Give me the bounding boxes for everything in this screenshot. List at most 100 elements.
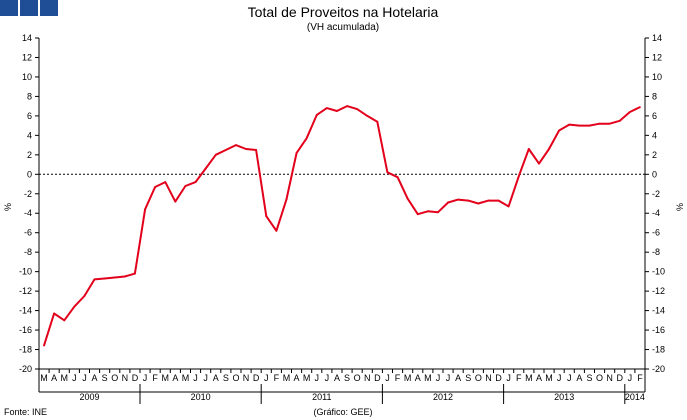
y-tick-label-right: -6 xyxy=(652,228,660,238)
source-note: Fonte: INE xyxy=(4,407,47,417)
data-point xyxy=(224,149,227,151)
data-point xyxy=(93,278,96,281)
y-tick-label-left: -18 xyxy=(19,345,32,355)
data-point xyxy=(123,275,126,278)
x-tick-label-month: S xyxy=(586,373,592,383)
x-tick-label-month: J xyxy=(203,373,208,383)
data-point xyxy=(618,119,621,122)
y-tick-label-right: -8 xyxy=(652,247,660,257)
x-tick-label-month: J xyxy=(325,373,330,383)
x-tick-label-month: A xyxy=(172,373,178,383)
data-point xyxy=(63,319,66,322)
x-tick-label-month: S xyxy=(344,373,350,383)
data-point xyxy=(83,295,86,297)
x-tick-label-month: J xyxy=(315,373,320,383)
data-point xyxy=(235,144,237,146)
x-tick-label-month: A xyxy=(536,373,542,383)
data-point xyxy=(53,312,56,315)
y-tick-label-left: -10 xyxy=(19,267,32,277)
data-point xyxy=(548,148,550,150)
data-point xyxy=(386,171,389,174)
data-point xyxy=(447,201,449,204)
x-tick-label-month: D xyxy=(374,373,381,383)
x-tick-label-month: M xyxy=(40,373,48,383)
logo-block xyxy=(20,0,38,16)
x-tick-label-month: M xyxy=(545,373,553,383)
y-axis-label-left: % xyxy=(3,203,13,211)
x-tick-label-month: M xyxy=(404,373,412,383)
data-point xyxy=(406,197,409,200)
logo-block xyxy=(0,0,18,16)
data-point xyxy=(336,110,338,112)
y-tick-label-right: 6 xyxy=(652,111,657,121)
data-point xyxy=(598,122,601,125)
data-point xyxy=(588,124,591,127)
x-tick-label-month: A xyxy=(455,373,461,383)
x-tick-label-month: D xyxy=(253,373,260,383)
data-point xyxy=(527,148,530,150)
data-point xyxy=(113,276,116,279)
x-tick-label-month: O xyxy=(354,373,361,383)
y-tick-label-left: -6 xyxy=(24,228,32,238)
x-tick-label-month: J xyxy=(193,373,198,383)
x-tick-label-month: O xyxy=(596,373,603,383)
x-tick-label-month: A xyxy=(415,373,421,383)
data-point xyxy=(396,176,399,179)
data-point xyxy=(477,202,480,205)
y-tick-label-right: -4 xyxy=(652,208,660,218)
y-tick-label-left: -12 xyxy=(19,286,32,296)
y-tick-label-right: -14 xyxy=(652,306,665,316)
y-tick-label-left: -4 xyxy=(24,208,32,218)
x-tick-label-year: 2011 xyxy=(312,392,331,402)
data-point xyxy=(366,114,369,117)
y-tick-label-right: -18 xyxy=(652,345,665,355)
x-tick-label-month: M xyxy=(424,373,432,383)
logo-block xyxy=(40,0,58,16)
x-tick-label-year: 2013 xyxy=(554,392,574,402)
x-tick-label-month: J xyxy=(385,373,390,383)
x-tick-label-month: D xyxy=(495,373,502,383)
x-tick-label-month: O xyxy=(111,373,118,383)
credit-note: (Gráfico: GEE) xyxy=(313,407,372,417)
x-tick-label-month: M xyxy=(61,373,69,383)
x-tick-label-year: 2009 xyxy=(79,392,99,402)
y-tick-label-left: -20 xyxy=(19,364,32,374)
data-point xyxy=(214,153,217,156)
data-point xyxy=(315,114,318,116)
data-point xyxy=(416,213,419,216)
data-point xyxy=(154,186,157,188)
x-tick-label-month: F xyxy=(637,373,643,383)
x-tick-label-month: M xyxy=(182,373,190,383)
x-tick-label-month: N xyxy=(243,373,250,383)
x-tick-label-month: D xyxy=(617,373,624,383)
x-tick-label-month: J xyxy=(264,373,269,383)
x-tick-label-month: J xyxy=(557,373,562,383)
x-tick-label-month: M xyxy=(525,373,533,383)
x-tick-label-month: S xyxy=(102,373,108,383)
x-tick-label-month: A xyxy=(576,373,582,383)
x-tick-label-month: F xyxy=(516,373,522,383)
y-tick-label-left: -14 xyxy=(19,306,32,316)
brand-logo xyxy=(0,0,58,16)
y-tick-label-left: -16 xyxy=(19,325,32,335)
y-tick-label-right: -16 xyxy=(652,325,665,335)
x-tick-label-month: J xyxy=(72,373,77,383)
y-tick-label-left: -8 xyxy=(24,247,32,257)
y-tick-label-right: -10 xyxy=(652,267,665,277)
series-line xyxy=(43,105,641,346)
data-point xyxy=(628,111,631,113)
data-point xyxy=(245,148,247,150)
y-tick-label-right: 10 xyxy=(652,72,662,82)
x-tick-label-month: S xyxy=(465,373,471,383)
x-tick-label-month: J xyxy=(628,373,633,383)
x-tick-label-month: N xyxy=(364,373,371,383)
data-point xyxy=(255,149,258,151)
x-tick-label-month: O xyxy=(475,373,482,383)
x-tick-label-month: M xyxy=(162,373,170,383)
y-tick-label-right: 12 xyxy=(652,52,662,62)
y-tick-label-right: 2 xyxy=(652,150,657,160)
x-tick-label-year: 2010 xyxy=(191,392,211,402)
data-point xyxy=(275,229,278,232)
x-tick-label-month: F xyxy=(395,373,401,383)
